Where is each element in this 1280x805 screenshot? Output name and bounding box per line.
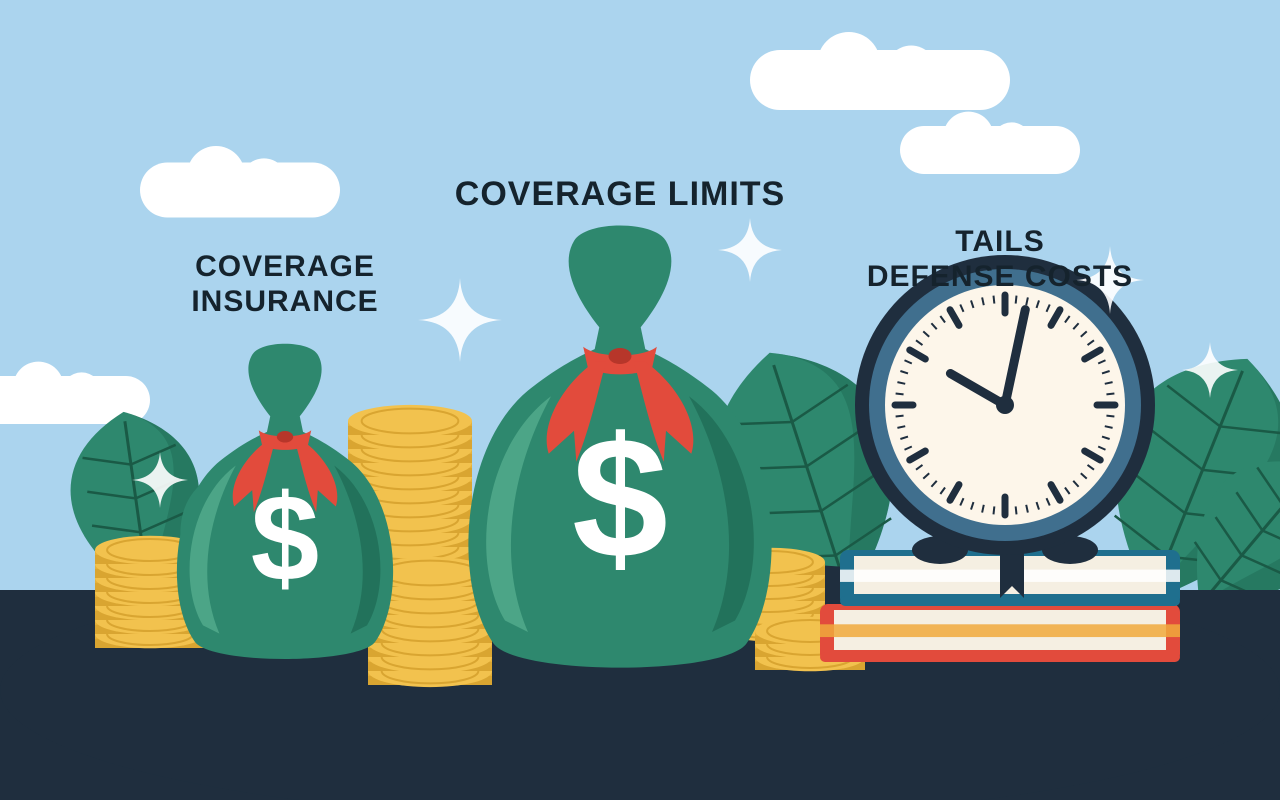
scene-svg: $$ — [0, 0, 1280, 800]
label-coverage-limits: COVERAGE LIMITS — [420, 175, 820, 214]
label-tails-defense-costs: TAILS DEFENSE COSTS — [800, 225, 1200, 294]
label-coverage-insurance: COVERAGE INSURANCE — [85, 250, 485, 319]
svg-text:$: $ — [572, 401, 668, 594]
infographic-scene: $$ COVERAGE INSURANCE COVERAGE LIMITS TA… — [0, 0, 1280, 800]
svg-text:$: $ — [251, 470, 319, 607]
